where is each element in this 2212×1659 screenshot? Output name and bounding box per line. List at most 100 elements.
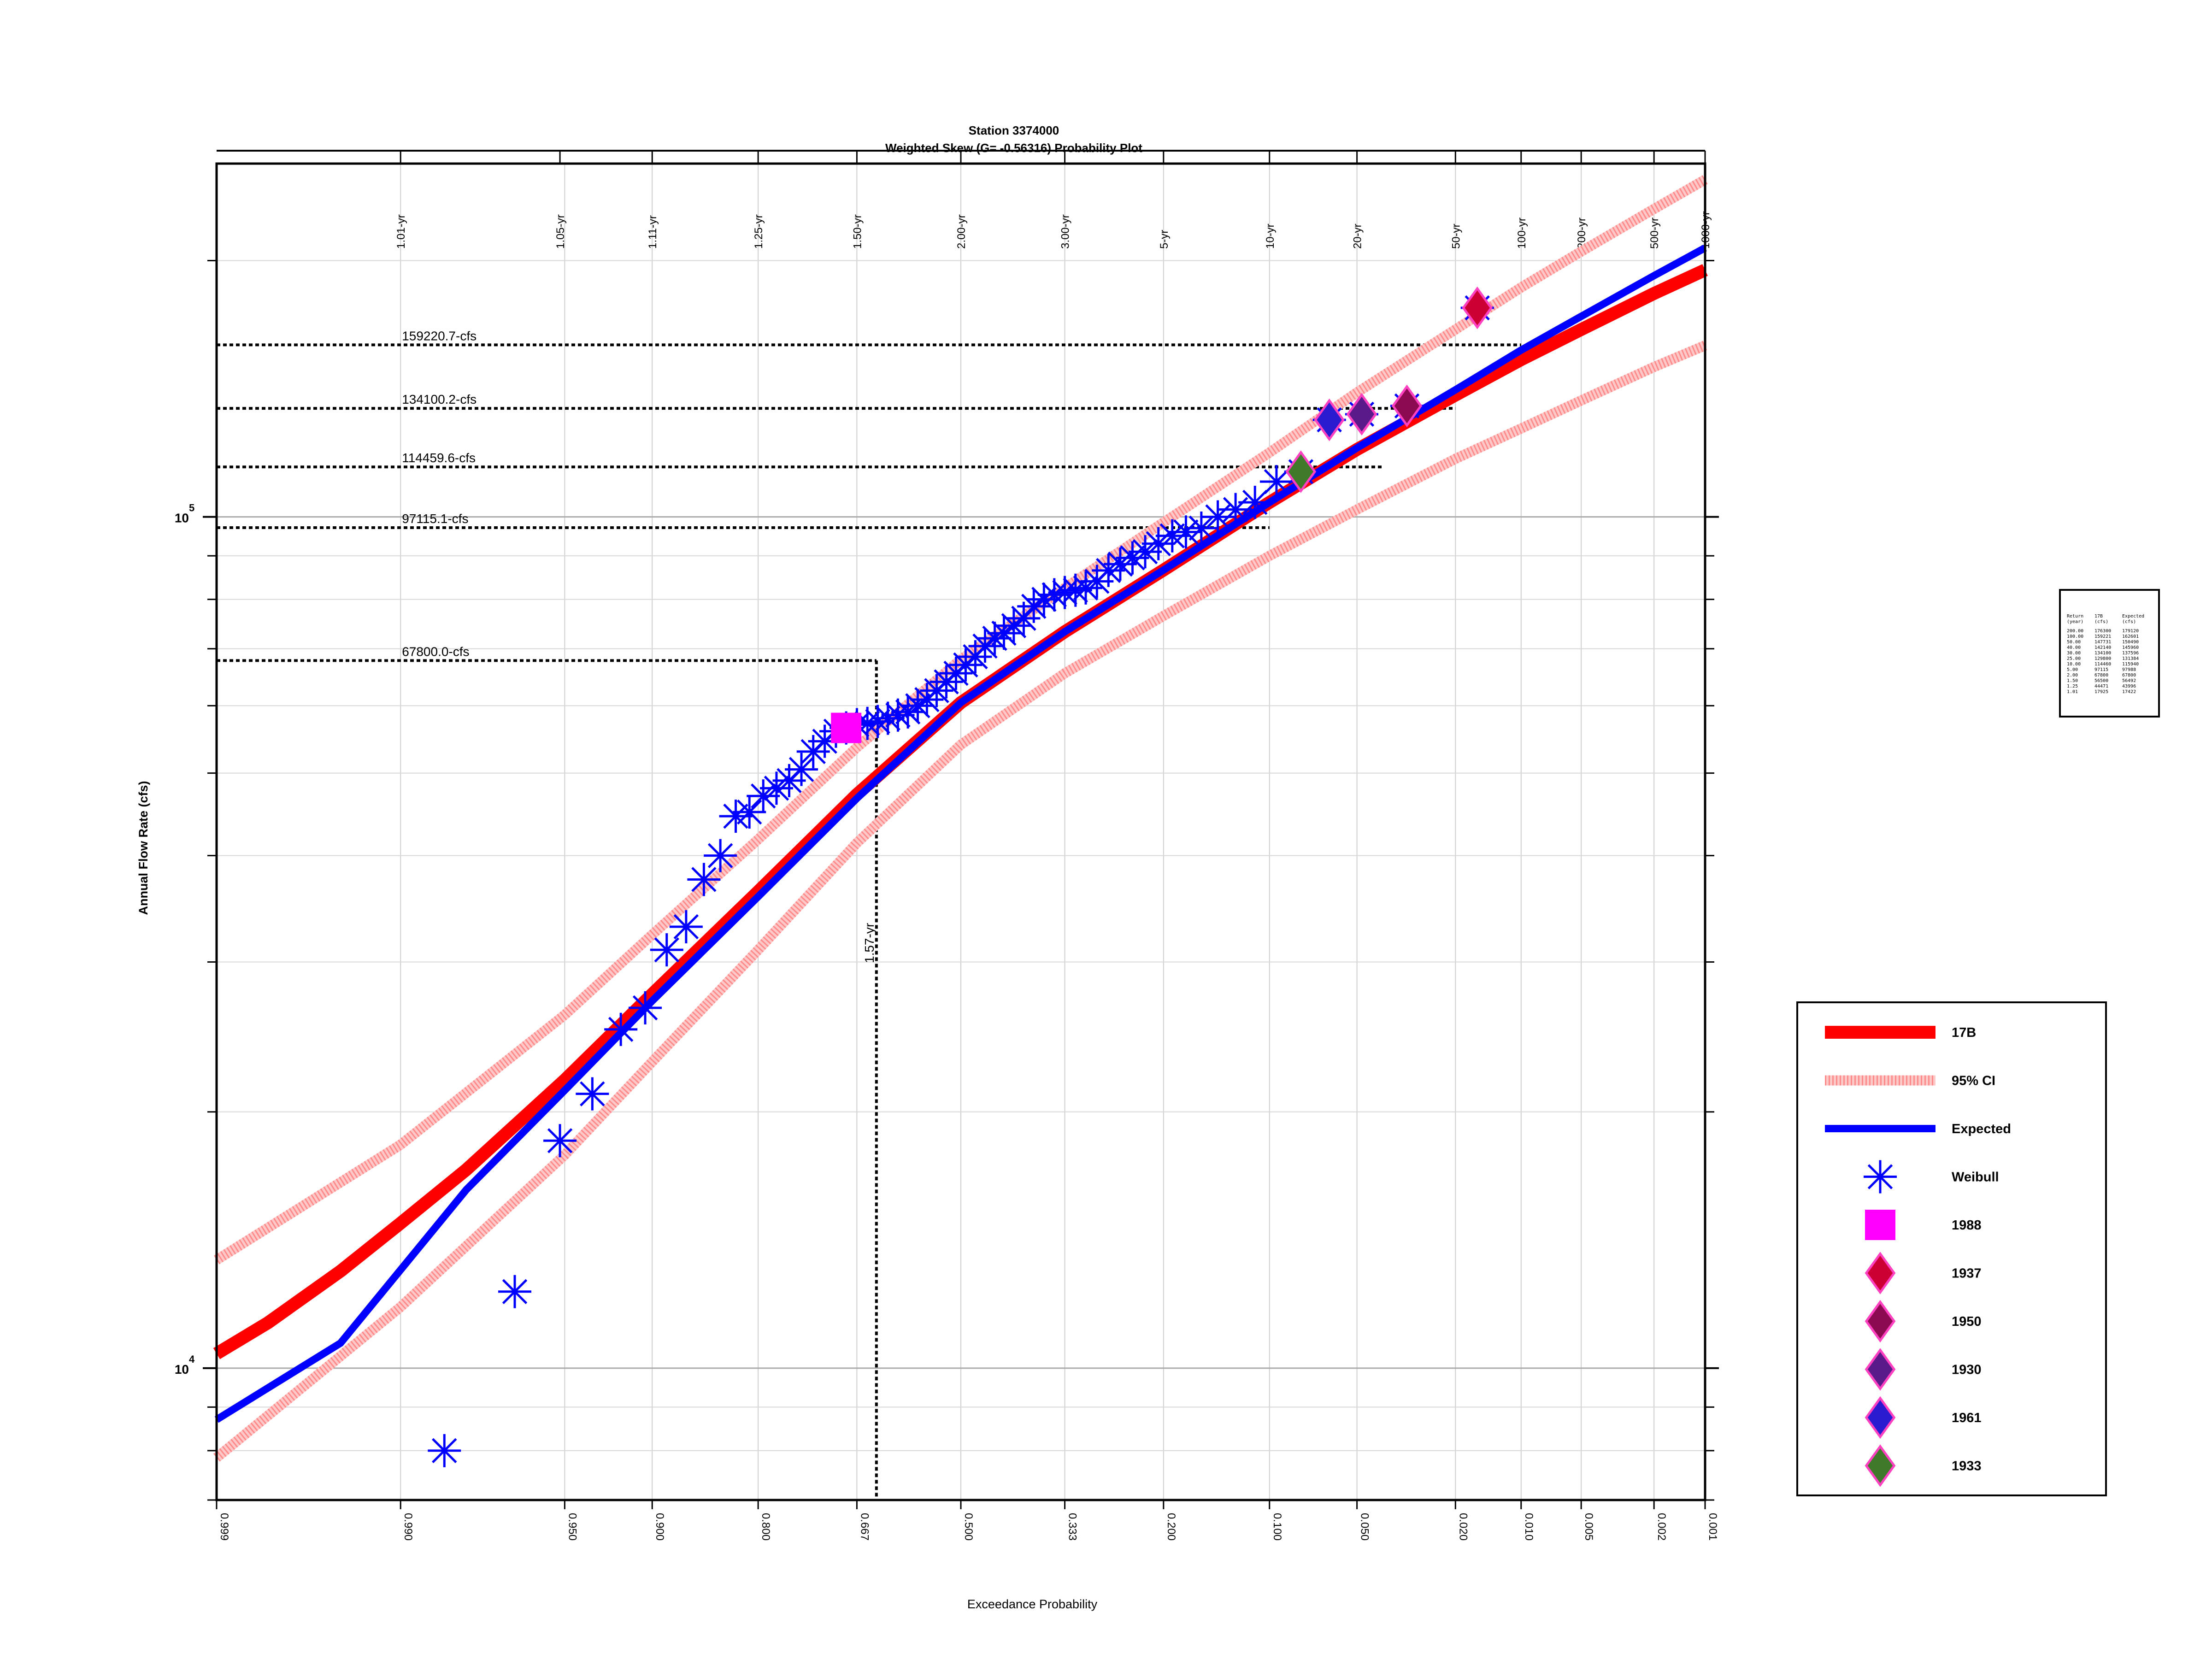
table-cell: 200.00 <box>2067 629 2083 634</box>
table-cell: 179120 <box>2122 629 2139 634</box>
weibull-point-stroke <box>723 803 748 829</box>
return-period-label: 3.00-yr <box>1059 214 1072 249</box>
return-period-label: 5-yr <box>1158 230 1171 249</box>
weibull-point <box>1027 582 1061 616</box>
x-tick-label: 0.200 <box>1165 1513 1177 1541</box>
legend-swatch-weibull <box>1864 1160 1897 1194</box>
legend-label: 1950 <box>1952 1314 1982 1329</box>
weibull-point <box>498 1275 532 1308</box>
table-header: 17B <box>2094 614 2103 619</box>
table-cell: 129800 <box>2094 656 2111 661</box>
weibull-point-stroke <box>1188 515 1214 541</box>
table-cell: 44471 <box>2094 684 2108 689</box>
chart-subtitle: Weighted Skew (G= -0.56316) Probability … <box>885 141 1142 155</box>
table-cell: 50.00 <box>2067 640 2081 645</box>
point-1950 <box>1391 384 1423 428</box>
x-tick-label: 0.500 <box>962 1513 975 1541</box>
legend: 17B 95% CI Expected Weibull 1988 1937 1950 1930… <box>1796 1001 2107 1496</box>
x-tick-label: 0.990 <box>402 1513 414 1541</box>
weibull-point-stroke <box>432 1438 457 1464</box>
table-cell: 30.00 <box>2067 651 2081 656</box>
weibull-point-stroke <box>502 1279 528 1304</box>
return-table-box <box>2059 589 2160 718</box>
x-tick-label: 0.950 <box>566 1513 578 1541</box>
return-period-label: 2.00-yr <box>955 214 968 249</box>
weibull-point-stroke <box>865 709 890 734</box>
reference-lines: 159220.7-cfs 134100.2-cfs 114459.6-cfs 9711… <box>217 329 1521 1500</box>
weibull-point-stroke <box>1052 580 1077 605</box>
weibull-point <box>687 863 721 896</box>
weibull-point <box>987 617 1021 650</box>
x-tick-label: 0.900 <box>653 1513 666 1541</box>
table-cell: 67800 <box>2122 673 2136 678</box>
legend-label: 1961 <box>1952 1411 1982 1425</box>
weibull-point <box>719 800 753 833</box>
reference-label: 159220.7-cfs <box>402 329 477 343</box>
weibull-point-stroke <box>1011 606 1036 631</box>
table-cell: 131384 <box>2122 656 2139 661</box>
x-tick-label: 0.800 <box>759 1513 772 1541</box>
weibull-point <box>543 1124 577 1158</box>
return-period-label: 1.05-yr <box>554 214 567 249</box>
table-cell: 17422 <box>2122 689 2136 694</box>
table-cell: 147731 <box>2094 640 2111 645</box>
series-line-95-ci <box>214 175 1708 1265</box>
series-line-95-ci-lower-base <box>213 341 1707 1462</box>
return-period-label: 10-yr <box>1264 224 1277 249</box>
weibull-point <box>861 705 894 738</box>
weibull-point <box>650 933 683 967</box>
weibull-point <box>604 1012 638 1046</box>
legend-label: 1937 <box>1952 1266 1982 1281</box>
table-cell: 1.25 <box>2067 684 2078 689</box>
weibull-point-stroke <box>691 867 717 892</box>
weibull-point-stroke <box>788 757 814 782</box>
weibull-point <box>901 689 935 723</box>
weibull-point <box>747 779 780 813</box>
legend-label: 95% CI <box>1952 1074 1995 1088</box>
series-line-expected <box>214 244 1707 1423</box>
return-period-table: Return(year)17B(cfs)Expected(cfs)200.00 1… <box>2059 589 2160 718</box>
table-cell: 100.00 <box>2067 634 2083 639</box>
table-cell: 134100 <box>2094 651 2111 656</box>
weibull-point-stroke <box>736 799 762 825</box>
x-tick-label: 0.999 <box>218 1513 230 1541</box>
return-period-label: 100-yr <box>1516 218 1528 249</box>
legend-swatch-1988 <box>1865 1210 1895 1240</box>
table-cell: 1.01 <box>2067 689 2078 694</box>
legend-label: 1933 <box>1952 1459 1982 1474</box>
reference-label: 114459.6-cfs <box>402 451 476 465</box>
table-cell: 1.50 <box>2067 678 2078 683</box>
table-cell: 176300 <box>2094 629 2111 634</box>
return-period-label: 50-yr <box>1450 224 1462 249</box>
weibull-point <box>1069 571 1103 605</box>
reference-label: 134100.2-cfs <box>402 392 477 406</box>
legend-swatch-weibull-stroke <box>1867 1164 1893 1189</box>
legend-swatch-1937 <box>1865 1252 1896 1294</box>
return-period-label: 500-yr <box>1648 218 1661 249</box>
legend-swatch-1961 <box>1865 1396 1896 1439</box>
weibull-point-stroke <box>608 1017 634 1042</box>
table-cell: 159221 <box>2094 634 2111 639</box>
weibull-point-stroke <box>885 702 911 728</box>
weibull-point <box>733 795 766 829</box>
weibull-point <box>1238 486 1272 519</box>
weibull-point <box>785 753 818 786</box>
point-1937 <box>1462 286 1493 329</box>
x-axis-label: Exceedance Probability <box>967 1597 1098 1611</box>
weibull-point-stroke <box>707 843 733 868</box>
legend-swatch-1933 <box>1865 1444 1896 1487</box>
reference-label: 97115.1-cfs <box>402 512 468 526</box>
table-cell: 162601 <box>2122 634 2139 639</box>
weibull-point-stroke <box>1159 523 1185 548</box>
legend-label: 17B <box>1952 1025 1976 1040</box>
return-period-label: 1.11-yr <box>647 215 659 249</box>
table-cell: 114460 <box>2094 662 2111 667</box>
weibull-point-stroke <box>654 937 679 963</box>
legend-label: Expected <box>1952 1122 2011 1136</box>
x-tick-label: 0.005 <box>1583 1513 1595 1541</box>
weibull-point <box>576 1077 609 1111</box>
weibull-point <box>1155 519 1189 553</box>
chart-title: Station 3374000 <box>969 124 1059 137</box>
table-cell: 17925 <box>2094 689 2108 694</box>
